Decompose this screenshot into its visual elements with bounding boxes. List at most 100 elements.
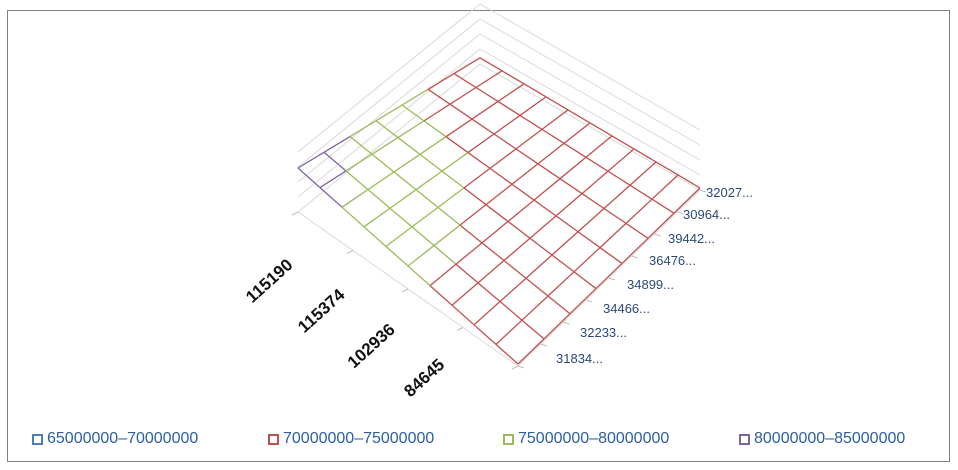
surface-line (475, 70, 503, 89)
legend-label: 65000000–70000000 (47, 430, 199, 447)
surface-line (499, 277, 527, 303)
surface-line (397, 120, 425, 139)
surface-line (497, 83, 525, 103)
surface-line (441, 170, 465, 189)
surface-line (423, 120, 447, 138)
surface-line (603, 207, 627, 224)
y-axis-label: 32027... (706, 185, 753, 200)
surface-line (419, 153, 443, 172)
surface-line (423, 103, 451, 122)
legend-label: 70000000–75000000 (283, 430, 435, 447)
surface-line (371, 137, 399, 155)
surface-line (463, 167, 491, 189)
surface-line (495, 343, 519, 365)
y-axis-labels: 32027... 30964... 39442... 36476... 34899...… (556, 185, 753, 366)
surface-line (479, 57, 503, 72)
surface-line (397, 137, 421, 155)
surface-line (599, 247, 623, 264)
y-axis-tick (586, 299, 593, 303)
surface-line (459, 224, 483, 244)
surface-line (415, 170, 443, 191)
surface-line (529, 237, 553, 256)
y-axis-tick (608, 277, 616, 281)
wall-gridline-right (479, 48, 701, 176)
surface-line (577, 231, 601, 249)
wall-gridline-left (297, 3, 481, 153)
surface-line (501, 70, 525, 85)
surface-line (411, 206, 439, 228)
surface-line (341, 206, 365, 228)
wall-gridline-left (297, 33, 481, 183)
surface-line (589, 122, 613, 137)
surface-line (493, 114, 521, 135)
surface-line (411, 226, 435, 247)
surface-line (493, 133, 517, 150)
y-axis-tick (517, 365, 525, 369)
surface-line (429, 285, 453, 306)
surface-line (611, 135, 635, 150)
legend-item-1: 65000000–70000000 (32, 430, 198, 448)
x-axis-tick (346, 250, 354, 254)
x-axis-tick (291, 211, 299, 216)
surface-line (559, 156, 587, 180)
x-axis-label: 115374 (294, 285, 349, 337)
surface-line (419, 136, 447, 155)
surface-line (633, 148, 657, 163)
surface-line (581, 170, 609, 195)
surface-line (507, 199, 535, 222)
surface-line (537, 142, 565, 165)
surface-line (453, 72, 477, 89)
wall-gridline-left (297, 48, 481, 198)
surface-line (363, 207, 391, 228)
y-axis-label: 34899... (627, 277, 674, 292)
x-axis-tick (401, 288, 409, 293)
surface-line (441, 152, 469, 172)
surface-line (533, 199, 557, 217)
surface-line (547, 295, 571, 315)
surface-line (437, 206, 461, 226)
surface-line (525, 254, 553, 279)
wall-gridline-left (297, 18, 481, 168)
surface-line (319, 170, 347, 189)
surface-line (473, 301, 501, 326)
surface-line (651, 198, 675, 214)
surface-line (495, 319, 523, 345)
surface-line (603, 184, 631, 209)
surface-line (323, 151, 347, 172)
x-axis-label: 115190 (242, 255, 296, 306)
surface-line (437, 187, 465, 208)
surface-line (485, 204, 509, 222)
surface-line (407, 245, 435, 267)
surface-line (481, 242, 505, 262)
surface-line (541, 128, 565, 144)
y-axis-tick (631, 255, 638, 259)
legend-label: 80000000–85000000 (754, 430, 906, 447)
surface-line (497, 100, 521, 116)
surface-line (651, 174, 679, 200)
x-axis-tick (511, 365, 519, 370)
surface-line (585, 135, 613, 158)
surface-line (319, 187, 343, 208)
surface-line (551, 254, 575, 273)
surface-line (471, 100, 499, 120)
surface-line (515, 128, 543, 150)
surface-line (401, 88, 429, 106)
legend-swatch-green (503, 433, 514, 445)
surface-line (349, 136, 373, 155)
surface-line (451, 282, 479, 306)
surface-line (393, 153, 421, 173)
surface-line (349, 120, 377, 138)
surface-line (629, 184, 653, 200)
surface-line (489, 167, 513, 185)
surface-line (485, 183, 513, 206)
surface-line (521, 319, 545, 340)
surface-line (541, 109, 569, 130)
surface-line (515, 148, 539, 165)
surface-line (371, 153, 395, 173)
surface-line (445, 118, 473, 138)
surface-line (455, 242, 483, 265)
surface-line (555, 215, 579, 233)
surface-line (545, 96, 569, 111)
legend-swatch-red (268, 433, 279, 445)
